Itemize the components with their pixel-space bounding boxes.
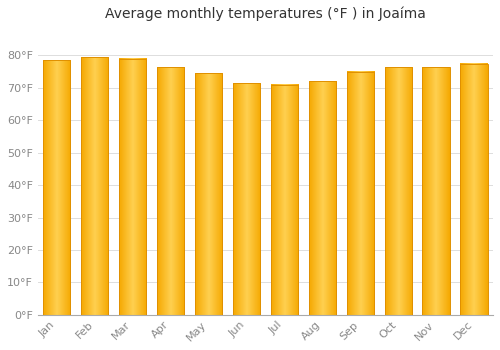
Bar <box>81 57 108 315</box>
Bar <box>43 60 70 315</box>
Bar <box>384 67 412 315</box>
Bar <box>346 72 374 315</box>
Title: Average monthly temperatures (°F ) in Joaíma: Average monthly temperatures (°F ) in Jo… <box>105 7 426 21</box>
Bar <box>119 59 146 315</box>
Bar <box>308 82 336 315</box>
Bar <box>270 85 298 315</box>
Bar <box>460 64 487 315</box>
Bar <box>422 67 450 315</box>
Bar <box>233 83 260 315</box>
Bar <box>157 67 184 315</box>
Bar <box>195 73 222 315</box>
